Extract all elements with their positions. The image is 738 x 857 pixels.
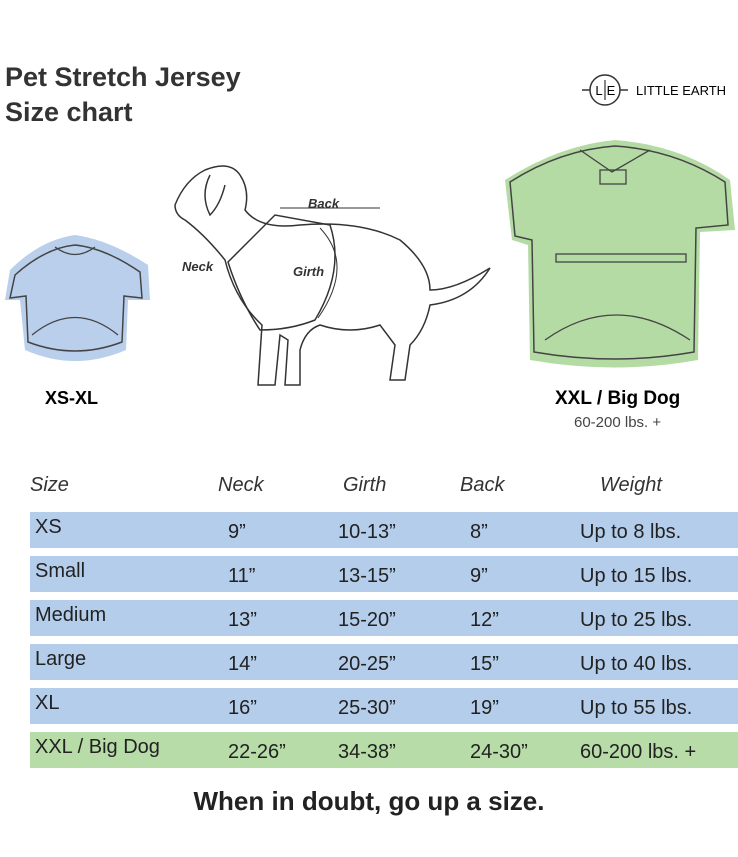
table-cell: 13-15” — [338, 565, 396, 587]
table-cell: 19” — [470, 697, 499, 719]
small-shirt — [5, 235, 150, 361]
table-cell: 12” — [470, 609, 499, 631]
footer-note: When in doubt, go up a size. — [193, 786, 545, 816]
title-line: Pet Stretch Jersey — [5, 62, 241, 92]
table-cell: 20-25” — [338, 653, 396, 675]
table-cell: XS — [35, 516, 62, 538]
dog-label: Neck — [182, 259, 214, 274]
table-cell: 14” — [228, 653, 257, 675]
table-cell: 10-13” — [338, 521, 396, 543]
table-cell: 15-20” — [338, 609, 396, 631]
logo-name: LITTLE EARTH — [636, 83, 726, 98]
table-cell: 9” — [470, 565, 488, 587]
table-cell: 22-26” — [228, 741, 286, 763]
column-header: Neck — [218, 474, 264, 496]
dog-label: Girth — [293, 264, 324, 279]
logo-mark: E — [607, 83, 616, 98]
table-cell: 15” — [470, 653, 499, 675]
dog-drawing — [174, 165, 491, 386]
title-line: Size chart — [5, 97, 133, 127]
table-cell: 60-200 lbs. + — [580, 741, 697, 763]
table-cell: Medium — [35, 604, 107, 626]
column-header: Back — [460, 474, 505, 496]
table-cell: 34-38” — [338, 741, 396, 763]
table-cell: XXL / Big Dog — [35, 736, 160, 758]
small-label: XS-XL — [45, 388, 98, 408]
table-row: Small 11” 13-15” 9” Up to 15 lbs. — [30, 556, 738, 592]
table-row: Large 14” 20-25” 15” Up to 40 lbs. — [30, 644, 738, 680]
big-jersey — [505, 140, 735, 368]
table-cell: 13” — [228, 609, 257, 631]
dog-label: Back — [308, 196, 340, 211]
table-cell: Up to 55 lbs. — [580, 697, 693, 719]
big-label: XXL / Big Dog — [555, 388, 680, 409]
table-cell: 24-30” — [470, 741, 528, 763]
column-header: Girth — [343, 474, 387, 496]
table-cell: 8” — [470, 521, 488, 543]
table-cell: 11” — [228, 565, 256, 587]
table-row: XL 16” 25-30” 19” Up to 55 lbs. — [30, 688, 738, 724]
table-cell: Small — [35, 560, 86, 582]
table-cell: XL — [35, 692, 60, 714]
table-cell: 9” — [228, 521, 246, 543]
logo-mark: L — [595, 83, 602, 98]
logo: L E LITTLE EARTH — [582, 74, 726, 106]
table-row: XXL / Big Dog 22-26” 34-38” 24-30” 60-200 lb… — [30, 732, 738, 768]
table-cell: 16” — [228, 697, 257, 719]
column-header: Size — [30, 474, 69, 496]
column-header: Weight — [600, 474, 662, 496]
table-cell: Up to 40 lbs. — [580, 653, 693, 675]
big-weight: 60-200 lbs. + — [574, 414, 661, 431]
table-cell: Large — [35, 648, 87, 670]
table-cell: Up to 25 lbs. — [580, 609, 693, 631]
table-cell: 25-30” — [338, 697, 396, 719]
table-cell: Up to 8 lbs. — [580, 521, 682, 543]
illustrations: L E LITTLE EARTH XS-XL Back Neck Girth X… — [5, 74, 735, 431]
table-row: XS 9” 10-13” 8” Up to 8 lbs. — [30, 512, 738, 548]
table-row: Medium 13” 15-20” 12” Up to 25 lbs. — [30, 600, 738, 636]
table-cell: Up to 15 lbs. — [580, 565, 693, 587]
